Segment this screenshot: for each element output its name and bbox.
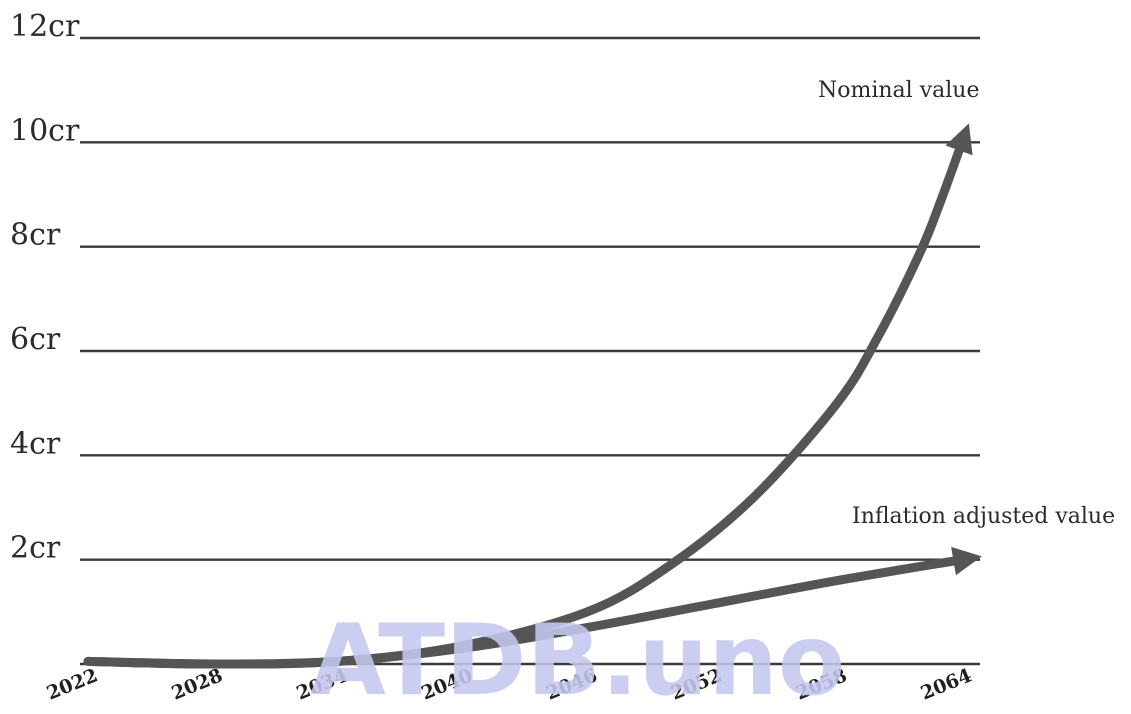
y-axis-labels: 2cr 4cr 6cr 8cr 10cr 12cr: [10, 9, 80, 566]
x-tick-label-1: 2028: [168, 664, 225, 704]
grid-lines: [80, 36, 980, 666]
y-tick-label-6: 12cr: [10, 9, 80, 44]
y-tick-label-2: 4cr: [10, 426, 61, 461]
y-tick-label-3: 6cr: [10, 322, 61, 357]
y-tick-label-5: 10cr: [10, 113, 80, 148]
annotation-nominal: Nominal value: [818, 78, 979, 103]
series-layer: [83, 123, 982, 669]
watermark: ATDB.uno: [310, 604, 845, 714]
y-tick-label-1: 2cr: [10, 531, 61, 566]
annotation-inflation: Inflation adjusted value: [852, 504, 1115, 529]
x-tick-label-0: 2022: [44, 664, 101, 704]
x-tick-label-7: 2064: [918, 664, 975, 704]
series-line-1: [83, 546, 982, 669]
y-tick-label-4: 8cr: [10, 218, 61, 253]
